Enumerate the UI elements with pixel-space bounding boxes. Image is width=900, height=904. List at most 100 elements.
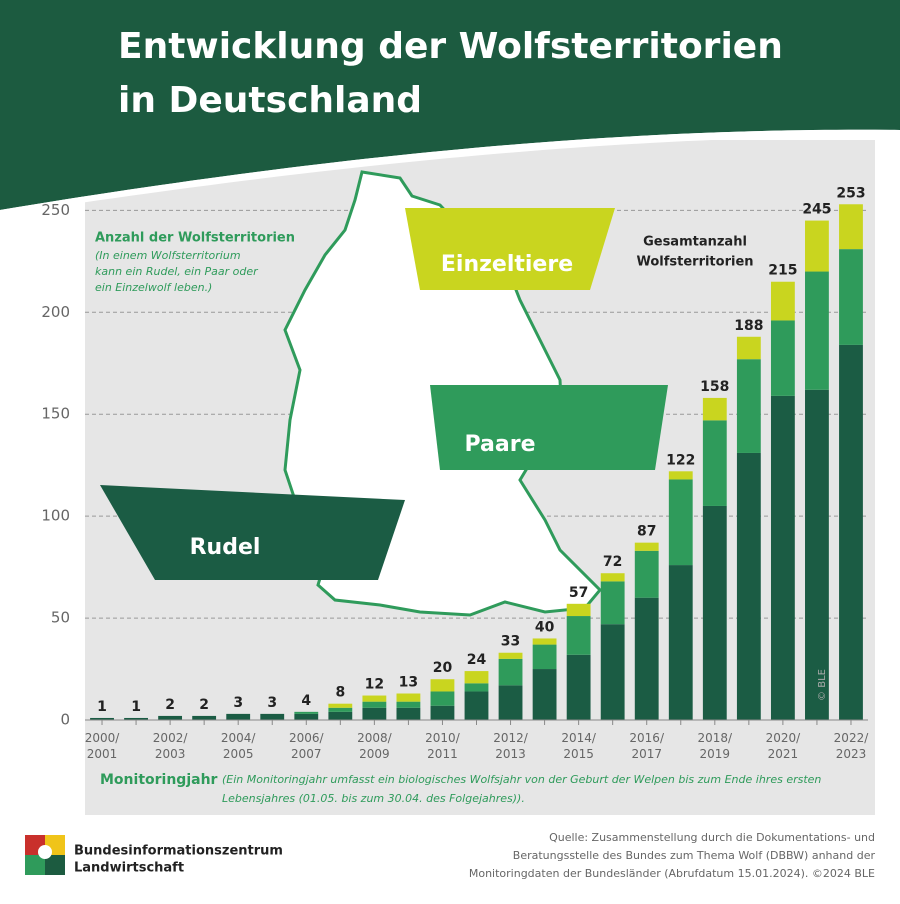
bar-segment (328, 711, 353, 720)
bar-segment (839, 344, 863, 720)
bar-segment (158, 715, 183, 720)
publisher: Bundesinformationszentrum (74, 844, 283, 859)
copyright: © BLE (817, 669, 828, 701)
bar-segment (839, 249, 863, 345)
bar-segment (498, 685, 523, 720)
total-label: Gesamtanzahl (643, 235, 747, 250)
x-tick-label: 2012/2013 (493, 731, 529, 761)
legend-label: Paare (465, 432, 536, 457)
x-tick-line: 2006/ (289, 731, 325, 745)
x-tick-label: 2014/2015 (561, 731, 597, 761)
x-tick-line: 2005 (223, 747, 254, 761)
bar-segment (600, 573, 625, 582)
x-tick-line: 2010/ (425, 731, 461, 745)
total-value: 8 (335, 685, 345, 701)
x-tick-line: 2000/ (85, 731, 121, 745)
logo-part (45, 855, 65, 875)
x-tick-line: 2002/ (153, 731, 189, 745)
x-tick-line: 2016/ (629, 731, 665, 745)
y-note: (In einem Wolfsterritorium (95, 249, 241, 262)
chart-title: Entwicklung der Wolfsterritorien (118, 26, 783, 67)
source: Monitoringdaten der Bundesländer (Abrufd… (469, 867, 875, 880)
bar-segment (464, 683, 489, 692)
bar-segment (770, 395, 795, 720)
logo-part (25, 855, 45, 875)
bar-segment (124, 717, 148, 720)
y-axis-label: Anzahl der Wolfsterritorien (95, 231, 295, 246)
x-tick-label: 2006/2007 (289, 731, 325, 761)
x-tick-label: 2022/2023 (834, 731, 870, 761)
logo-part (38, 845, 52, 859)
x-tick-label: 2002/2003 (153, 731, 189, 761)
bar-segment (805, 220, 829, 272)
bar-segment (362, 695, 387, 702)
bar-segment (294, 713, 319, 720)
source: Beratungsstelle des Bundes zum Thema Wol… (513, 849, 876, 862)
bar-segment (634, 597, 659, 720)
total-value: 3 (267, 695, 277, 711)
bar-segment (805, 271, 829, 390)
total-value: 40 (535, 619, 555, 635)
total-value: 24 (467, 652, 487, 668)
total-value: 3 (233, 695, 243, 711)
bar-segment (90, 717, 114, 720)
x-tick-line: 2018/ (698, 731, 734, 745)
bar-segment (668, 471, 693, 480)
bar-segment (226, 713, 251, 720)
bar-segment (702, 505, 727, 720)
x-axis-label: Monitoringjahr (100, 772, 218, 788)
bar-segment (600, 581, 625, 625)
bar-segment (498, 658, 523, 686)
bar-segment (396, 707, 421, 720)
bar-segment (464, 691, 489, 720)
x-note: Lebensjahres (01.05. bis zum 30.04. des … (222, 792, 525, 805)
x-tick-line: 2009 (359, 747, 390, 761)
total-value: 1 (131, 699, 141, 715)
bar-segment (430, 691, 455, 706)
x-tick-line: 2013 (495, 747, 526, 761)
x-tick-line: 2019 (700, 747, 731, 761)
legend-swatch (405, 208, 615, 290)
bar-segment (634, 550, 659, 598)
x-tick-label: 2004/2005 (221, 731, 257, 761)
bar-segment (634, 542, 659, 551)
bar-segment (839, 204, 863, 250)
total-value: 245 (802, 202, 831, 218)
bar-segment (532, 669, 557, 720)
total-value: 87 (637, 524, 656, 540)
x-tick-line: 2020/ (766, 731, 802, 745)
x-tick-label: 2000/2001 (85, 731, 121, 761)
total-label: Wolfsterritorien (636, 255, 753, 270)
y-note: ein Einzelwolf leben.) (95, 281, 212, 294)
bar-segment (736, 452, 761, 720)
logo (25, 835, 65, 875)
x-tick-label: 2010/2011 (425, 731, 461, 761)
x-tick-label: 2008/2009 (357, 731, 393, 761)
x-tick-line: 2023 (836, 747, 867, 761)
x-tick-line: 2015 (563, 747, 594, 761)
total-value: 122 (666, 452, 695, 468)
total-value: 33 (501, 634, 520, 650)
bar-segment (702, 397, 727, 421)
bar-segment (805, 389, 829, 720)
bar-segment (770, 320, 795, 396)
x-tick-line: 2004/ (221, 731, 257, 745)
bar-segment (566, 616, 591, 655)
bar-segment (600, 624, 625, 720)
y-tick-label: 150 (41, 405, 70, 423)
bar-segment (430, 679, 455, 692)
x-tick-label: 2018/2019 (698, 731, 734, 761)
bar-segment (294, 711, 319, 714)
y-tick-label: 0 (60, 711, 70, 729)
total-value: 2 (165, 697, 175, 713)
y-tick-label: 50 (51, 609, 70, 627)
bar-segment (464, 671, 489, 684)
bar-segment (736, 359, 761, 453)
legend-label: Einzeltiere (441, 252, 573, 277)
header-band (0, 0, 900, 210)
x-tick-line: 2017 (631, 747, 662, 761)
total-value: 158 (700, 379, 729, 395)
y-tick-label: 200 (41, 303, 70, 321)
bar-segment (770, 281, 795, 321)
